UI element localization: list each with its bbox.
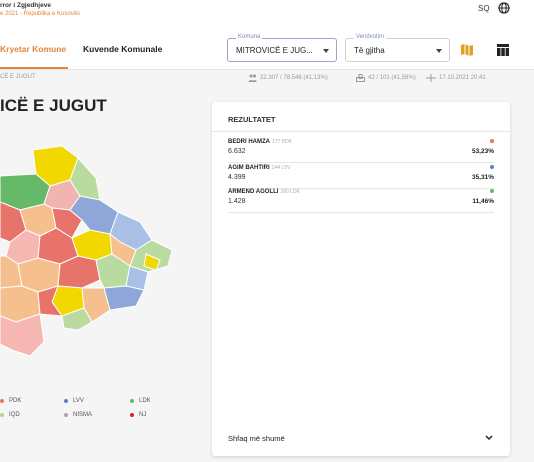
candidate-name: AGIM BAHTIRI 144 LVV: [228, 165, 291, 171]
legend-dot: [64, 413, 68, 417]
legend-dot: [0, 413, 4, 417]
app-title: rror i Zgjedhjeve: [0, 2, 51, 9]
vendvotim-select-value: Të gjitha: [354, 46, 385, 55]
result-row[interactable]: BEDRI HAMZA 177 PDK 6.632 53,23%: [228, 139, 494, 163]
legend-dot: [64, 399, 68, 403]
caret-down-icon: [436, 49, 442, 53]
candidate-meta: 144 LVV: [271, 165, 291, 171]
caret-down-icon: [323, 49, 329, 53]
municipality-region: [143, 253, 161, 271]
municipality-region: [37, 285, 64, 317]
app-subtitle: e 2021 - Republika e Kosovës: [0, 11, 81, 17]
result-row[interactable]: ARMEND AGOLLI 160 LDK 1.428 11,46%: [228, 189, 494, 213]
result-row[interactable]: AGIM BAHTIRI 144 LVV 4.399 35,31%: [228, 165, 494, 189]
municipality-region: [103, 285, 145, 311]
language-selector[interactable]: SQ: [478, 4, 490, 13]
komuna-select-label: Komuna: [236, 34, 263, 40]
municipality-region: [69, 157, 101, 201]
candidate-percent: 53,23%: [471, 148, 494, 155]
vendvotim-select[interactable]: Vendvotim Të gjitha: [345, 34, 450, 62]
globe-icon[interactable]: [498, 2, 510, 14]
voters-value: 32.307 / 78.546 (41,13%): [260, 75, 328, 81]
polling-value: 42 / 101 (41,58%): [368, 75, 416, 81]
updated-value: 17.10.2021 20:41: [439, 75, 486, 81]
municipality-region: [81, 287, 111, 323]
breadcrumb: CË E JUGUT: [0, 74, 36, 80]
people-icon: [248, 74, 257, 82]
tab-kuvende-komunale[interactable]: Kuvende Komunale: [83, 44, 163, 54]
table-view-icon[interactable]: [496, 43, 510, 57]
results-card: REZULTATET BEDRI HAMZA 177 PDK 6.632 53,2…: [212, 102, 510, 456]
candidate-votes: 4.399: [228, 174, 246, 181]
candidate-votes: 1.428: [228, 198, 246, 205]
party-dot: [490, 139, 494, 143]
show-more-button[interactable]: Shfaq më shumë: [228, 434, 285, 443]
komuna-select-value: MITROVICË E JUG...: [236, 46, 313, 55]
active-tab-indicator: [0, 67, 68, 69]
legend-dot: [130, 413, 134, 417]
municipality-region: [61, 307, 93, 331]
map-view-icon[interactable]: [460, 43, 474, 57]
candidate-percent: 35,31%: [471, 174, 494, 181]
legend-dot: [0, 399, 4, 403]
candidate-name: ARMEND AGOLLI 160 LDK: [228, 189, 300, 195]
party-dot: [490, 189, 494, 193]
page-title: ICË E JUGUT: [0, 96, 107, 115]
candidate-percent: 11,46%: [472, 198, 494, 205]
legend-dot: [130, 399, 134, 403]
tab-bar: Kryetar Komune Kuvende Komunale Komuna M…: [0, 30, 534, 70]
map-legend: PDK LVV LDK IQD NISMA NJ: [0, 398, 200, 428]
kosovo-municipality-map[interactable]: [0, 138, 190, 378]
candidate-name: BEDRI HAMZA 177 PDK: [228, 139, 293, 145]
komuna-select[interactable]: Komuna MITROVICË E JUG...: [227, 34, 337, 62]
municipality-region: [51, 207, 83, 239]
update-time-icon: [426, 74, 436, 82]
ballot-box-icon: [356, 74, 365, 82]
candidate-meta: 177 PDK: [272, 139, 293, 145]
candidate-meta: 160 LDK: [280, 189, 300, 195]
candidate-votes: 6.632: [228, 148, 246, 155]
party-dot: [490, 165, 494, 169]
vendvotim-select-label: Vendvotim: [354, 34, 387, 40]
results-title: REZULTATET: [228, 115, 276, 124]
divider: [212, 131, 510, 132]
chevron-down-icon[interactable]: [484, 434, 494, 442]
tab-kryetar-komune[interactable]: Kryetar Komune: [0, 44, 67, 54]
municipality-region: [0, 313, 45, 357]
top-header: rror i Zgjedhjeve e 2021 - Republika e K…: [0, 0, 534, 30]
